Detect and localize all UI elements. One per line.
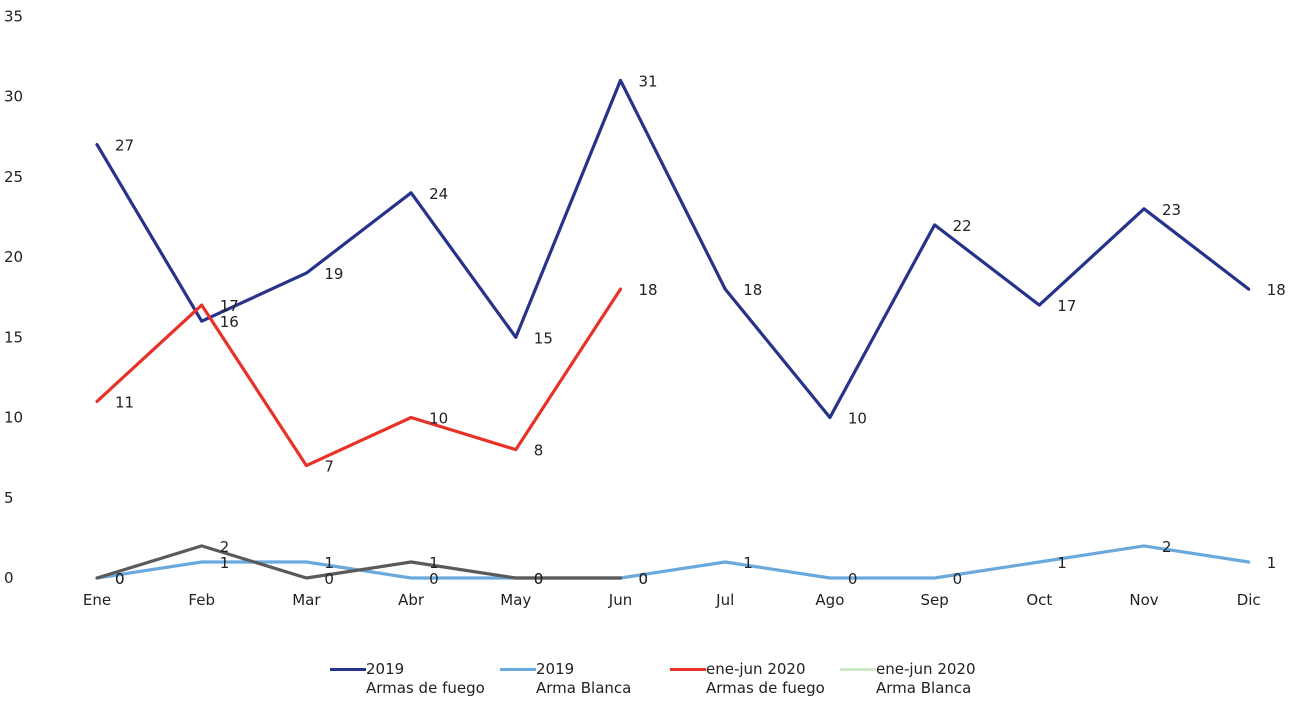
data-label: 1 xyxy=(324,554,334,572)
data-label: 8 xyxy=(534,442,544,460)
data-label: 18 xyxy=(743,281,762,299)
data-label: 10 xyxy=(429,410,448,428)
x-tick-label: Nov xyxy=(1129,591,1158,609)
data-label: 0 xyxy=(639,570,649,588)
data-label: 27 xyxy=(115,137,134,155)
data-label: 0 xyxy=(534,570,544,588)
x-axis-ticks: Ene Feb Mar Abr May Jun Jul Ago Sep Oct Nov Dic xyxy=(83,591,1261,609)
data-label: 10 xyxy=(848,410,867,428)
legend-label-line2: Arma Blanca xyxy=(536,679,632,697)
x-tick-label: Abr xyxy=(398,591,425,609)
data-label: 0 xyxy=(953,570,963,588)
data-label: 24 xyxy=(429,185,448,203)
data-label: 0 xyxy=(324,570,334,588)
legend-label-line1: ene-jun 2020 xyxy=(706,660,806,678)
series-line-2 xyxy=(95,287,623,468)
y-tick-label: 5 xyxy=(4,489,14,507)
data-label: 0 xyxy=(534,570,544,588)
data-label: 1 xyxy=(220,554,230,572)
x-tick-label: Mar xyxy=(292,591,321,609)
data-label: 0 xyxy=(429,570,439,588)
data-label: 17 xyxy=(1057,297,1076,315)
data-label: 18 xyxy=(639,281,658,299)
data-label: 18 xyxy=(1267,281,1286,299)
data-label: 1 xyxy=(429,554,439,572)
data-label: 19 xyxy=(324,265,343,283)
legend-swatch xyxy=(670,668,706,671)
legend-label-line1: 2019 xyxy=(536,660,575,678)
x-tick-label: Sep xyxy=(920,591,948,609)
legend-label-line2: Armas de fuego xyxy=(366,679,485,697)
y-axis-ticks: 0 5 10 15 20 25 30 35 xyxy=(4,7,23,587)
legend-item-2019-arma-blanca: 2019 Arma Blanca xyxy=(500,660,670,698)
y-tick-label: 35 xyxy=(4,7,23,25)
legend-label-line1: ene-jun 2020 xyxy=(876,660,976,678)
data-label: 0 xyxy=(848,570,858,588)
x-tick-label: May xyxy=(500,591,531,609)
series-lines xyxy=(95,78,1251,580)
y-tick-label: 20 xyxy=(4,248,23,266)
data-label: 1 xyxy=(1267,554,1277,572)
x-tick-label: Ago xyxy=(815,591,844,609)
legend: 2019 Armas de fuego 2019 Arma Blanca ene… xyxy=(330,660,1010,698)
x-tick-label: Dic xyxy=(1237,591,1261,609)
y-tick-label: 15 xyxy=(4,328,23,346)
data-label: 22 xyxy=(953,217,972,235)
data-label: 11 xyxy=(115,393,134,411)
data-label: 1 xyxy=(1057,554,1067,572)
legend-label-line2: Arma Blanca xyxy=(876,679,972,697)
legend-label-line2: Armas de fuego xyxy=(706,679,825,697)
series-line-0 xyxy=(95,78,1251,420)
data-label: 17 xyxy=(220,297,239,315)
x-tick-label: Ene xyxy=(83,591,111,609)
legend-swatch xyxy=(840,668,876,671)
data-label: 2 xyxy=(220,538,230,556)
x-tick-label: Jun xyxy=(608,591,632,609)
y-tick-label: 0 xyxy=(4,569,14,587)
data-label: 2 xyxy=(1162,538,1172,556)
legend-item-2020-armas-de-fuego: ene-jun 2020 Armas de fuego xyxy=(670,660,840,698)
x-tick-label: Oct xyxy=(1026,591,1052,609)
x-tick-label: Feb xyxy=(188,591,215,609)
y-tick-label: 25 xyxy=(4,168,23,186)
legend-swatch xyxy=(500,668,536,671)
legend-item-2019-armas-de-fuego: 2019 Armas de fuego xyxy=(330,660,500,698)
data-label: 7 xyxy=(324,458,334,476)
data-label: 31 xyxy=(639,72,658,90)
legend-item-2020-arma-blanca: ene-jun 2020 Arma Blanca xyxy=(840,660,1010,698)
data-label: 0 xyxy=(115,570,125,588)
x-tick-label: Jul xyxy=(715,591,734,609)
legend-label-line1: 2019 xyxy=(366,660,405,678)
data-label: 15 xyxy=(534,329,553,347)
data-label: 1 xyxy=(743,554,753,572)
data-label: 0 xyxy=(115,570,125,588)
legend-swatch xyxy=(330,668,366,671)
y-tick-label: 30 xyxy=(4,88,23,106)
data-label: 16 xyxy=(220,313,239,331)
data-label: 23 xyxy=(1162,201,1181,219)
series-line-1 xyxy=(95,544,1251,580)
y-tick-label: 10 xyxy=(4,409,23,427)
series-line-3 xyxy=(95,544,623,580)
data-label: 0 xyxy=(639,570,649,588)
